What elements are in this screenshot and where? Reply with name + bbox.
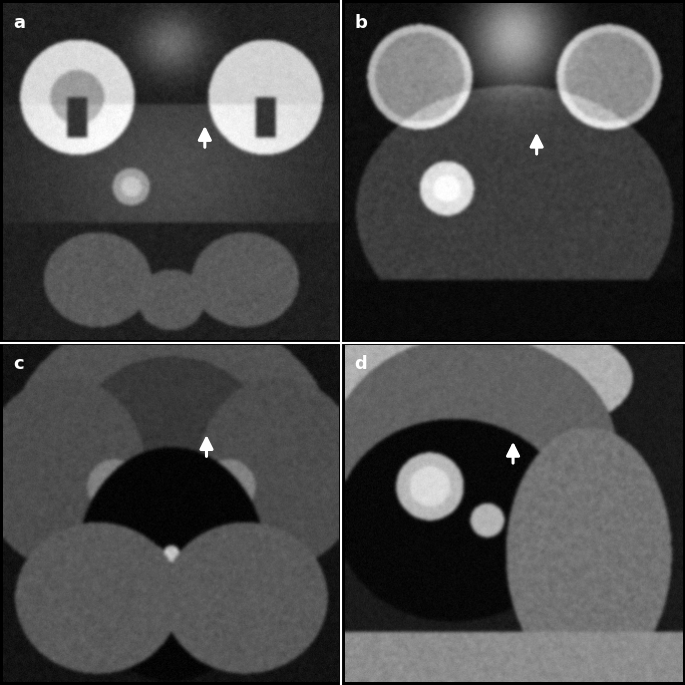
Text: b: b — [355, 14, 368, 32]
Text: d: d — [355, 355, 367, 373]
Text: a: a — [14, 14, 25, 32]
Text: c: c — [14, 355, 24, 373]
